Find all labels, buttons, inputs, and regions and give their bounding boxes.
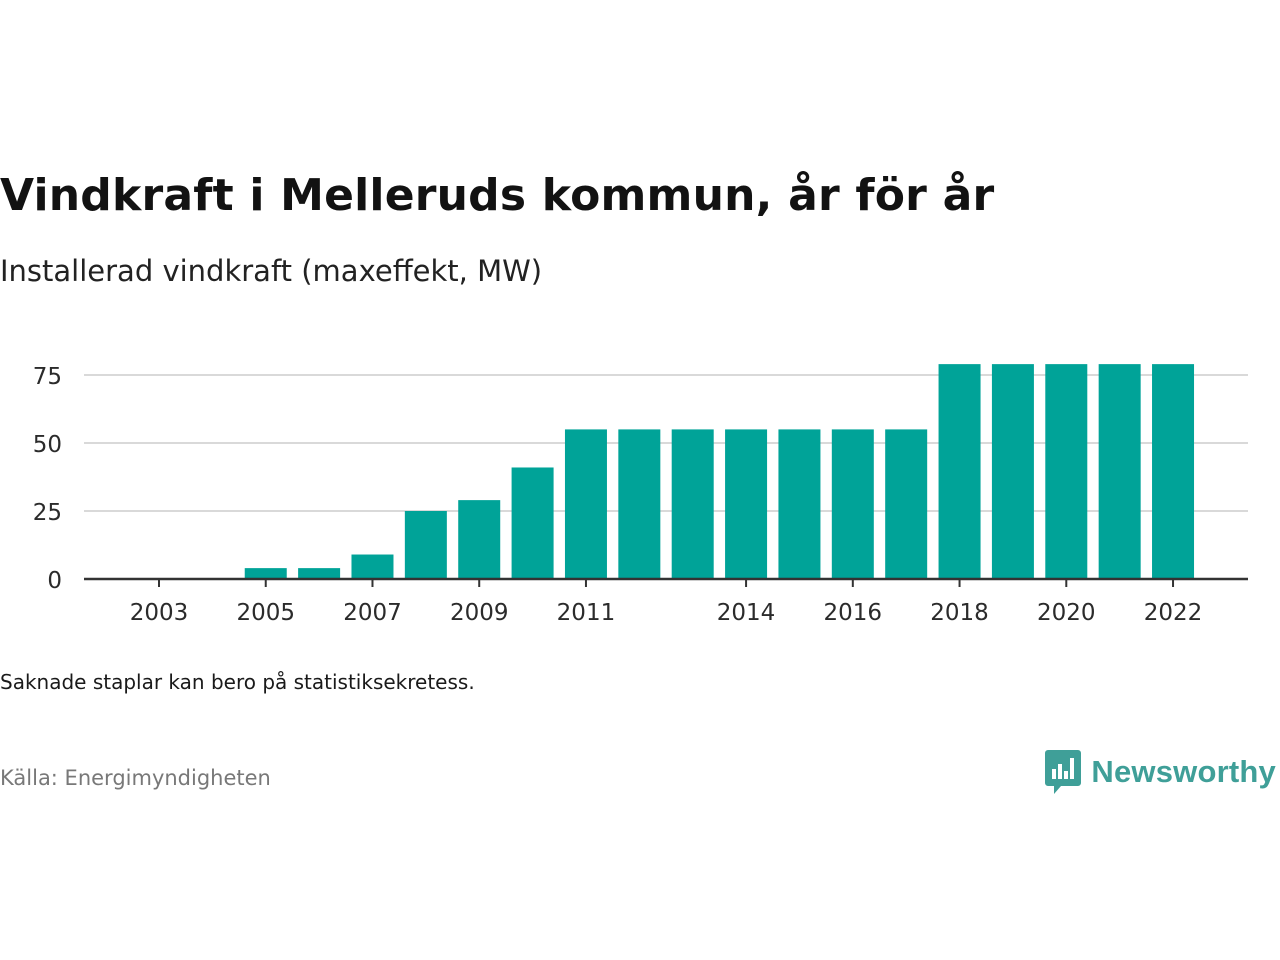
bar-2010: [511, 467, 554, 579]
bar-2016: [831, 429, 874, 579]
bar-2012: [618, 429, 661, 579]
bar-2017: [885, 429, 928, 579]
bar-2018: [938, 364, 981, 579]
brand-logo: Newsworthy: [1045, 748, 1276, 796]
bar-chart: 0 25 50 75 2003 2005 2007 2009 2011 2014 2016 2018…: [33, 364, 1248, 626]
bar-2007: [351, 554, 394, 579]
bar-2008: [404, 511, 447, 579]
x-tick-label: 2011: [557, 600, 616, 626]
newsworthy-logo-icon: [1045, 750, 1082, 794]
bar-2021: [1098, 364, 1141, 579]
x-tick-label: 2009: [450, 600, 509, 626]
bar-2015: [778, 429, 821, 579]
x-tick-label: 2003: [130, 600, 189, 626]
bar-2022: [1152, 364, 1195, 579]
chart-title: Vindkraft i Melleruds kommun, år för år: [0, 170, 995, 221]
x-tick-label: 2014: [717, 600, 776, 626]
bar-2020: [1045, 364, 1088, 579]
y-tick-label: 0: [47, 568, 62, 594]
x-tick-label: 2020: [1037, 600, 1096, 626]
chart-subtitle: Installerad vindkraft (maxeffekt, MW): [0, 254, 543, 288]
x-tick-label: 2022: [1144, 600, 1203, 626]
bar-2006: [298, 568, 341, 579]
x-tick-label: 2007: [343, 600, 402, 626]
bar-2011: [564, 429, 607, 579]
y-tick-label: 50: [33, 432, 62, 458]
bar-2005: [244, 568, 287, 579]
bar-2009: [458, 500, 501, 579]
y-axis-labels: 0 25 50 75: [33, 364, 62, 594]
brand-name: Newsworthy: [1091, 754, 1276, 789]
bar-2013: [671, 429, 714, 579]
bar-2014: [725, 429, 768, 579]
y-tick-label: 75: [33, 364, 62, 390]
x-tick-label: 2018: [930, 600, 989, 626]
footnote: Saknade staplar kan bero på statistiksek…: [0, 670, 475, 694]
x-tick-label: 2016: [824, 600, 883, 626]
x-axis: 2003 2005 2007 2009 2011 2014 2016 2018 2020 2022: [84, 577, 1248, 626]
source-credit: Källa: Energimyndigheten: [0, 766, 271, 790]
bars: [244, 364, 1195, 579]
bar-2019: [991, 364, 1034, 579]
y-tick-label: 25: [33, 500, 62, 526]
x-tick-label: 2005: [236, 600, 295, 626]
